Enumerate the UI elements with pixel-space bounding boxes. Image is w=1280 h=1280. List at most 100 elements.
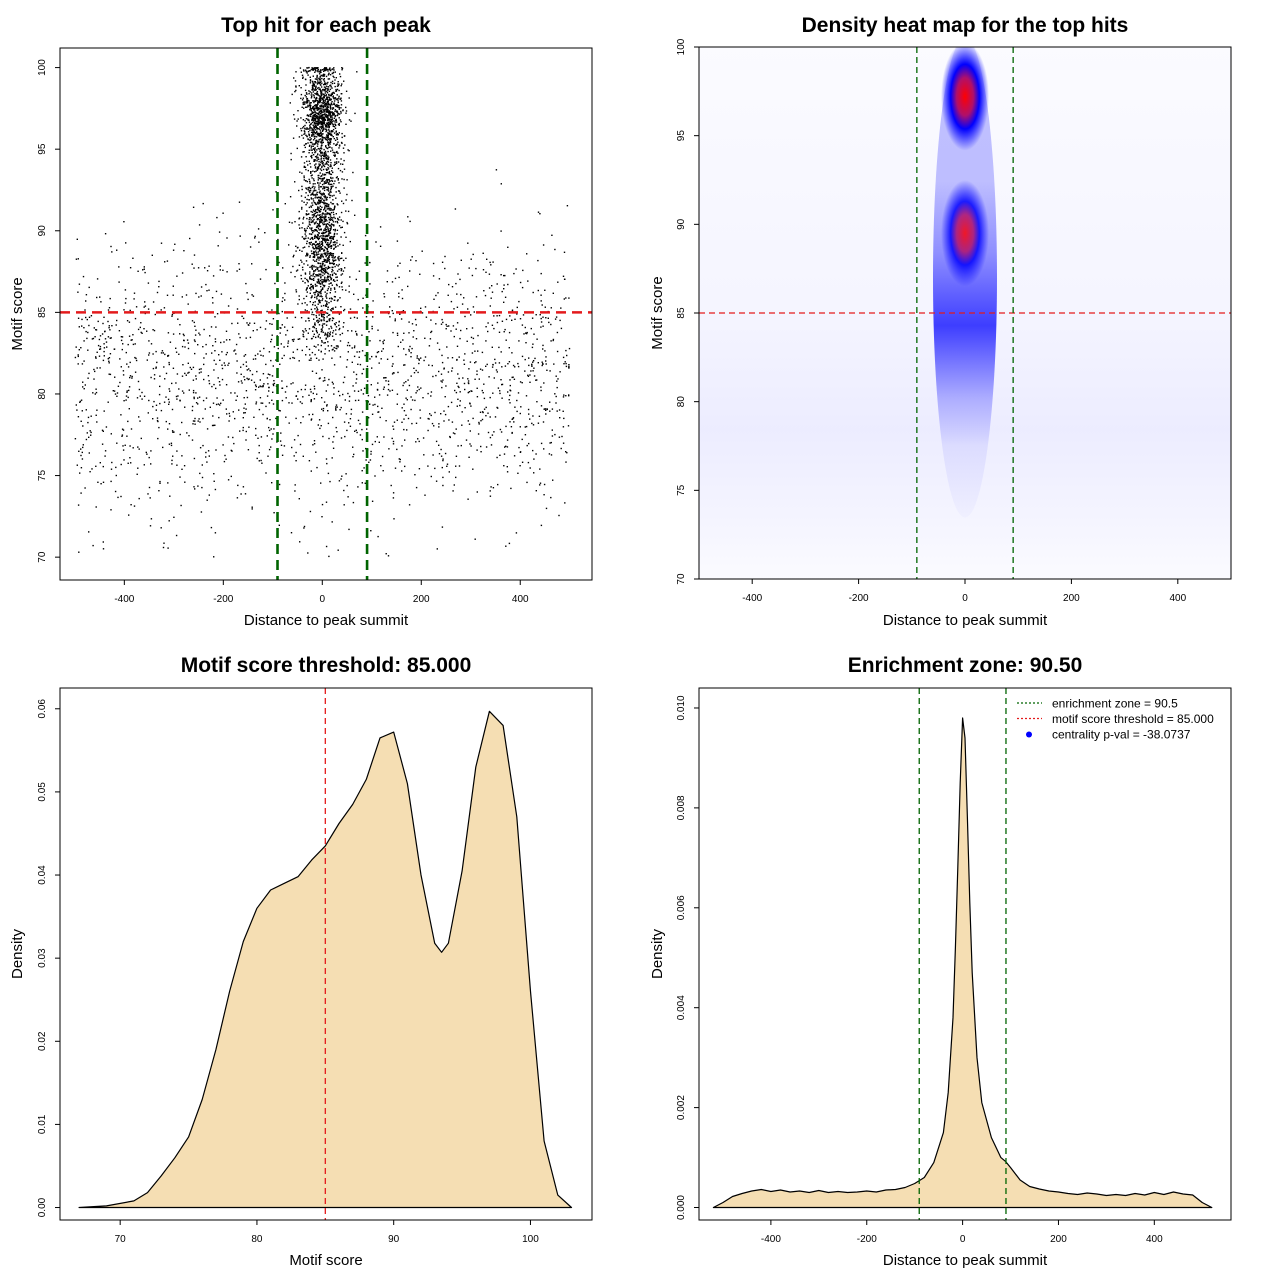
scatter-point (311, 129, 313, 132)
scatter-point (312, 111, 315, 114)
scatter-point (326, 204, 328, 207)
scatter-point (323, 203, 325, 205)
scatter-point (95, 388, 97, 390)
scatter-point (108, 362, 110, 364)
scatter-point (313, 190, 316, 192)
scatter-point (342, 326, 344, 328)
scatter-point (310, 97, 313, 99)
scatter-point (306, 288, 308, 290)
scatter-point (493, 327, 495, 330)
scatter-point (254, 354, 257, 357)
scatter-point (328, 111, 331, 113)
scatter-point (398, 276, 400, 279)
scatter-point (82, 425, 84, 427)
scatter-point (304, 309, 306, 311)
scatter-point (322, 407, 325, 410)
scatter-point (335, 283, 338, 286)
scatter-point (120, 495, 122, 498)
scatter-point (322, 281, 324, 283)
scatter-point (364, 482, 366, 484)
scatter-point (554, 393, 556, 395)
scatter-point (78, 283, 81, 285)
scatter-point (172, 431, 174, 433)
scatter-point (313, 120, 315, 122)
scatter-point (338, 107, 340, 109)
scatter-point (77, 355, 79, 358)
scatter-point (215, 387, 217, 390)
scatter-point (476, 373, 478, 376)
scatter-point (322, 97, 324, 99)
scatter-point (407, 285, 409, 288)
scatter-point (432, 262, 435, 265)
scatter-point (474, 350, 476, 352)
scatter-point (309, 276, 311, 278)
scatter-point (231, 450, 233, 452)
scatter-point (317, 279, 320, 282)
scatter-point (83, 388, 85, 390)
scatter-point (324, 241, 327, 244)
scatter-point (100, 483, 102, 485)
scatter-point (314, 143, 316, 145)
scatter-point (366, 365, 369, 368)
scatter-point (328, 130, 331, 132)
scatter-point (324, 119, 326, 121)
scatter-point (330, 191, 332, 193)
scatter-point (202, 417, 204, 420)
scatter-point (283, 354, 285, 357)
scatter-point (327, 121, 329, 124)
scatter-point (329, 266, 331, 269)
scatter-point (451, 421, 454, 423)
scatter-point (467, 380, 470, 382)
chart-title: Motif score threshold: 85.000 (181, 654, 472, 677)
scatter-point (332, 91, 334, 94)
scatter-point (332, 221, 335, 223)
scatter-point (563, 298, 565, 300)
scatter-point (213, 383, 215, 386)
scatter-point (516, 399, 518, 402)
scatter-point (321, 122, 324, 124)
scatter-point (149, 525, 152, 527)
scatter-point (296, 147, 298, 150)
scatter-point (313, 345, 315, 347)
scatter-point (304, 78, 307, 80)
scatter-point (328, 232, 330, 235)
scatter-point (423, 359, 425, 362)
scatter-point (250, 379, 253, 381)
scatter-point (307, 253, 309, 255)
scatter-point (315, 170, 317, 172)
scatter-point (128, 335, 131, 337)
scatter-point (344, 144, 346, 146)
scatter-point (279, 327, 281, 329)
scatter-point (109, 373, 112, 376)
scatter-point (463, 382, 466, 385)
scatter-point (469, 443, 471, 445)
scatter-point (323, 102, 325, 104)
y-tick-label: 0.010 (676, 695, 687, 720)
scatter-point (89, 471, 91, 473)
scatter-point (321, 319, 323, 321)
scatter-point (355, 330, 357, 333)
scatter-point (98, 338, 101, 341)
scatter-point (323, 177, 325, 180)
scatter-point (154, 313, 156, 316)
scatter-point (318, 299, 320, 302)
scatter-point (314, 283, 317, 286)
scatter-point (340, 100, 343, 102)
scatter-point (334, 115, 336, 118)
scatter-point (568, 297, 570, 299)
scatter-point (461, 424, 463, 426)
scatter-point (280, 432, 282, 434)
scatter-point (255, 401, 258, 403)
scatter-point (172, 333, 175, 335)
scatter-point (562, 410, 564, 412)
scatter-point (121, 434, 124, 436)
scatter-point (165, 372, 168, 375)
scatter-point (327, 205, 329, 208)
scatter-point (321, 102, 323, 104)
scatter-point (326, 189, 328, 191)
scatter-point (314, 67, 316, 69)
scatter-point (288, 221, 291, 223)
scatter-point (321, 309, 323, 311)
scatter-point (328, 260, 330, 263)
scatter-point (195, 375, 197, 377)
